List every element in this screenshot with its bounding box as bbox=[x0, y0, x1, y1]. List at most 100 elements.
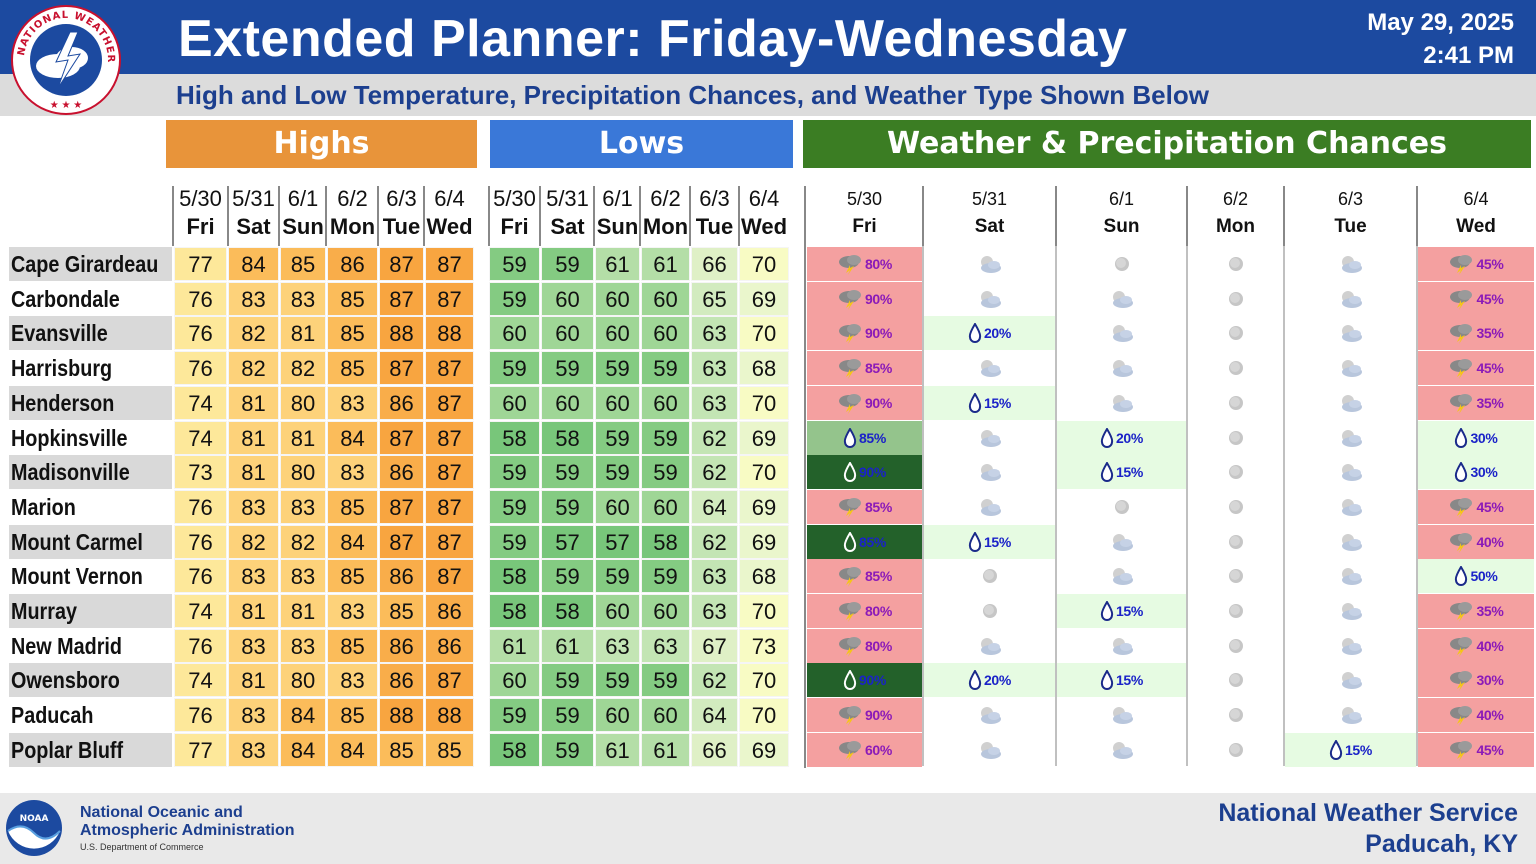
weather-cell bbox=[1285, 559, 1416, 593]
column-date: 5/31 bbox=[546, 186, 589, 211]
high-temp-cell: 87 bbox=[425, 455, 474, 489]
city-label: New Madrid bbox=[9, 629, 172, 663]
weather-cell bbox=[1057, 525, 1186, 559]
high-temp-cell: 76 bbox=[174, 351, 227, 385]
high-temp-cell: 83 bbox=[280, 282, 326, 316]
weather-cell bbox=[1188, 629, 1283, 663]
column-divider bbox=[325, 186, 327, 246]
high-temp-cell: 80 bbox=[280, 386, 326, 420]
low-temp-cell: 68 bbox=[739, 559, 789, 593]
precip-chance: 40% bbox=[1476, 638, 1504, 654]
weather-cell bbox=[1285, 247, 1416, 281]
partly-cloudy-icon bbox=[1338, 253, 1364, 275]
high-temp-cell: 85 bbox=[379, 733, 424, 767]
weather-cell bbox=[1285, 351, 1416, 385]
high-temp-cell: 87 bbox=[425, 282, 474, 316]
partly-cloudy-icon bbox=[1338, 322, 1364, 344]
column-day: Tue bbox=[382, 214, 421, 239]
weather-cell: 35% bbox=[1418, 316, 1534, 350]
low-temp-cell: 70 bbox=[739, 247, 789, 281]
high-temp-cell: 87 bbox=[379, 490, 424, 524]
weather-cell: 45% bbox=[1418, 351, 1534, 385]
column-divider bbox=[227, 186, 229, 246]
partly-cloudy-icon bbox=[977, 427, 1003, 449]
low-temp-cell: 65 bbox=[691, 282, 738, 316]
high-temp-cell: 83 bbox=[228, 559, 279, 593]
partly-cloudy-icon bbox=[977, 635, 1003, 657]
column-header-weather: 5/30 Fri bbox=[807, 182, 922, 246]
column-day: Sun bbox=[596, 214, 639, 239]
low-temp-cell: 58 bbox=[489, 594, 540, 628]
weather-cell bbox=[924, 455, 1055, 489]
footer-bar bbox=[0, 793, 1536, 864]
high-temp-cell: 85 bbox=[327, 559, 378, 593]
low-temp-cell: 60 bbox=[595, 316, 640, 350]
precip-chance: 85% bbox=[858, 534, 887, 550]
high-temp-cell: 83 bbox=[228, 490, 279, 524]
high-temp-cell: 76 bbox=[174, 282, 227, 316]
rain-drop-icon bbox=[968, 670, 982, 690]
column-date: 5/31 bbox=[971, 189, 1008, 209]
storm-icon bbox=[837, 288, 863, 310]
high-temp-cell: 84 bbox=[327, 421, 378, 455]
low-temp-cell: 57 bbox=[541, 525, 594, 559]
precip-chance: 80% bbox=[864, 256, 893, 272]
partly-cloudy-icon bbox=[977, 704, 1003, 726]
precip-chance: 80% bbox=[864, 603, 893, 619]
weather-cell: 90% bbox=[807, 698, 922, 732]
low-temp-cell: 59 bbox=[595, 455, 640, 489]
high-temp-cell: 87 bbox=[425, 421, 474, 455]
partly-cloudy-icon bbox=[1338, 669, 1364, 691]
weather-cell bbox=[1188, 559, 1283, 593]
high-temp-cell: 77 bbox=[174, 733, 227, 767]
city-name: Evansville bbox=[11, 320, 108, 346]
high-temp-cell: 85 bbox=[327, 490, 378, 524]
column-day: Sat bbox=[974, 216, 1005, 237]
partly-cloudy-icon bbox=[1338, 357, 1364, 379]
city-name: Murray bbox=[11, 598, 77, 624]
column-divider bbox=[922, 246, 924, 766]
storm-icon bbox=[837, 565, 863, 587]
weather-cell bbox=[1188, 733, 1283, 767]
low-temp-cell: 59 bbox=[641, 351, 690, 385]
low-temp-cell: 61 bbox=[489, 629, 540, 663]
timestamp: May 29, 2025 2:41 PM bbox=[1294, 6, 1514, 72]
sunny-icon bbox=[1227, 602, 1245, 620]
high-temp-cell: 83 bbox=[327, 386, 378, 420]
column-date: 5/31 bbox=[232, 186, 275, 211]
weather-cell bbox=[1057, 386, 1186, 420]
sunny-icon bbox=[1227, 255, 1245, 273]
high-temp-cell: 87 bbox=[379, 247, 424, 281]
storm-icon bbox=[1448, 322, 1474, 344]
sunny-icon bbox=[1227, 429, 1245, 447]
high-temp-cell: 84 bbox=[327, 733, 378, 767]
rain-drop-icon bbox=[1100, 462, 1114, 482]
column-date: 5/30 bbox=[846, 189, 883, 209]
column-date: 6/3 bbox=[1337, 189, 1364, 209]
weather-cell: 35% bbox=[1418, 594, 1534, 628]
partly-cloudy-icon bbox=[977, 357, 1003, 379]
weather-cell: 45% bbox=[1418, 733, 1534, 767]
storm-icon bbox=[1448, 496, 1474, 518]
precip-chance: 60% bbox=[864, 742, 893, 758]
column-divider bbox=[1283, 186, 1285, 246]
weather-cell: 30% bbox=[1418, 421, 1534, 455]
low-temp-cell: 66 bbox=[691, 733, 738, 767]
column-day: Tue bbox=[695, 214, 734, 239]
high-temp-cell: 83 bbox=[228, 282, 279, 316]
storm-icon bbox=[1448, 392, 1474, 414]
weather-cell bbox=[1188, 663, 1283, 697]
column-day: Mon bbox=[642, 214, 689, 239]
column-date: 5/30 bbox=[493, 186, 536, 211]
office-line2: Paducah, KY bbox=[1365, 830, 1518, 858]
high-temp-cell: 76 bbox=[174, 629, 227, 663]
precip-chance: 35% bbox=[1476, 395, 1504, 411]
weather-cell: 85% bbox=[807, 421, 922, 455]
high-temp-cell: 84 bbox=[228, 247, 279, 281]
high-temp-cell: 81 bbox=[228, 594, 279, 628]
weather-cell bbox=[924, 282, 1055, 316]
column-day: Sun bbox=[282, 214, 324, 239]
high-temp-cell: 87 bbox=[425, 351, 474, 385]
section-header-weather: Weather & Precipitation Chances bbox=[803, 120, 1531, 168]
precip-chance: 80% bbox=[864, 638, 893, 654]
